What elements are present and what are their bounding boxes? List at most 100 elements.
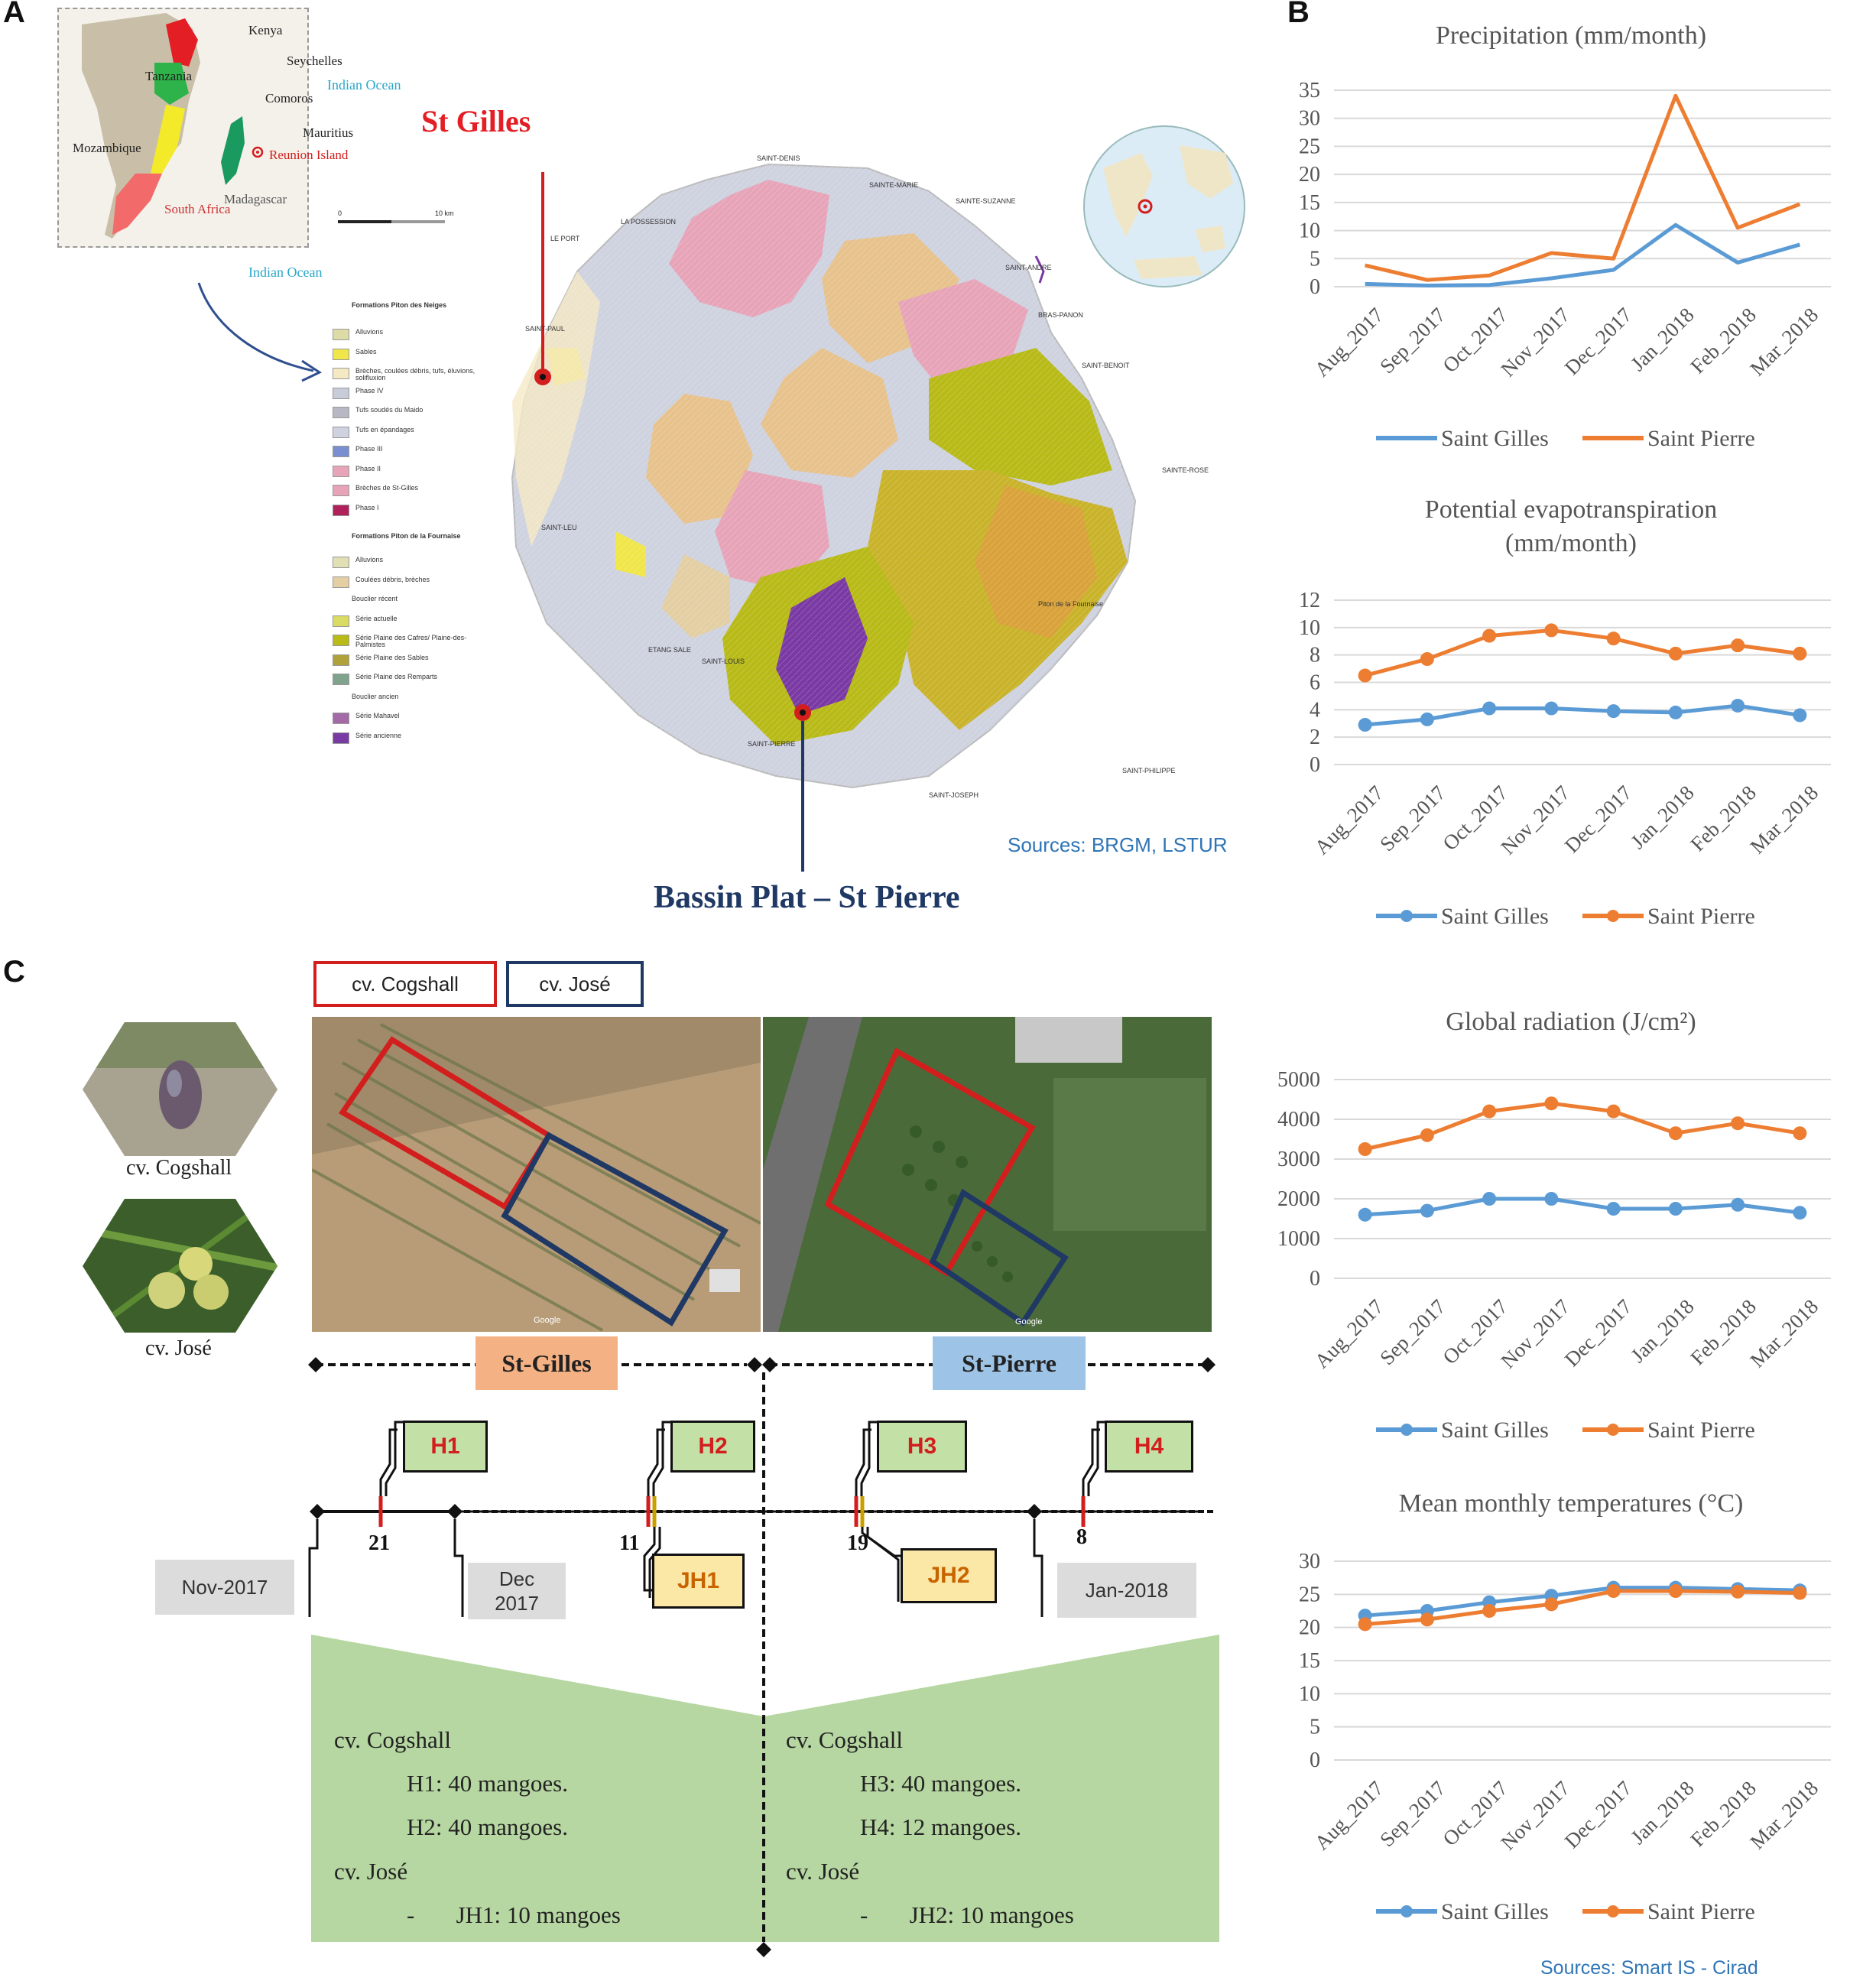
- legend-swatch: [333, 368, 349, 379]
- y-tick-label: 0: [1310, 1749, 1320, 1772]
- data-point: [1358, 668, 1372, 683]
- town-label-piton-fournaise: Piton de la Fournaise: [1038, 600, 1104, 608]
- x-tick-label: Sep_2017: [1375, 781, 1450, 856]
- x-tick-label: Mar_2018: [1745, 781, 1822, 859]
- legend-item-label: Phase II: [355, 464, 381, 472]
- globe-inset: [1083, 125, 1245, 287]
- legend-item-label: Tufs en épandages: [355, 425, 414, 433]
- data-point: [1482, 1604, 1497, 1618]
- data-point: [1482, 1104, 1497, 1119]
- st-gilles-cogshall-plot: [338, 1036, 553, 1210]
- legend-label: Saint Gilles: [1441, 1899, 1549, 1924]
- kenya-label: Kenya: [248, 23, 283, 37]
- x-tick-label: Jan_2018: [1626, 781, 1698, 853]
- day-11: 11: [619, 1531, 640, 1555]
- harvest-h3: H3: [877, 1421, 967, 1473]
- town-label-saint-andre: SAINT-ANDRE: [1005, 264, 1052, 271]
- legend-item-label: Série ancienne: [355, 731, 402, 739]
- google-watermark-1: Google: [534, 1316, 560, 1325]
- legend-item-label: Bouclier récent: [352, 595, 398, 602]
- y-tick-label: 20: [1299, 163, 1320, 187]
- data-point: [1731, 638, 1745, 653]
- series-line-2: [1365, 1101, 1800, 1151]
- data-point: [1482, 701, 1497, 716]
- data-point: [1420, 1128, 1434, 1142]
- madagascar-label: Madagascar: [224, 192, 287, 206]
- data-point: [1668, 1584, 1683, 1598]
- series-line-1: [1365, 222, 1801, 288]
- town-label-etang-sale: ETANG SALE: [648, 646, 691, 654]
- data-point: [1420, 1612, 1434, 1627]
- series-line-1: [1365, 1586, 1800, 1618]
- x-tick-label: Aug_2017: [1310, 304, 1388, 382]
- right-h3-count: H3: 40 mangoes.: [860, 1770, 1021, 1797]
- x-tick-label: Aug_2017: [1310, 1777, 1388, 1855]
- data-point: [1793, 646, 1807, 661]
- data-point: [1544, 701, 1559, 716]
- legend-item-label: Coulées débris, brèches: [355, 575, 430, 583]
- right-cv-cogshall: cv. Cogshall: [786, 1726, 903, 1753]
- x-tick-label: Mar_2018: [1745, 1777, 1822, 1854]
- legend-swatch: [333, 348, 349, 360]
- y-tick-label: 15: [1299, 1649, 1320, 1673]
- legend-label: Saint Pierre: [1647, 904, 1755, 929]
- town-label-saint-philippe: SAINT-PHILIPPE: [1122, 767, 1176, 774]
- legend-marker: [1401, 910, 1413, 922]
- x-tick-label: Feb_2018: [1686, 1777, 1761, 1852]
- data-point: [1731, 1116, 1745, 1131]
- chart-title: Mean monthly temperatures (°C): [1398, 1489, 1744, 1518]
- legend-swatch: [333, 635, 349, 646]
- south-africa-region: [112, 174, 162, 235]
- cogshall-mango-photo: [83, 1022, 278, 1156]
- x-tick-label: Oct_2017: [1438, 781, 1512, 856]
- seychelles-label: Seychelles: [287, 54, 342, 68]
- legend-marker: [1401, 1905, 1413, 1917]
- y-tick-label: 30: [1299, 1550, 1320, 1573]
- legend-swatch: [333, 615, 349, 627]
- y-tick-label: 12: [1299, 589, 1320, 612]
- legend-swatch: [333, 713, 349, 724]
- data-point: [1731, 1197, 1745, 1212]
- month-dec-line1: Dec: [498, 1567, 535, 1590]
- harvest-h2: H2: [670, 1421, 755, 1473]
- right-cv-jose: cv. José: [786, 1858, 860, 1885]
- legend-swatch: [333, 426, 349, 438]
- data-point: [1668, 1126, 1683, 1141]
- town-label-saint-denis: SAINT-DENIS: [757, 154, 800, 162]
- legend-item-label: Série actuelle: [355, 614, 398, 622]
- month-dec-line2: 2017: [495, 1592, 539, 1615]
- y-tick-label: 4000: [1277, 1108, 1320, 1132]
- st-gilles-site-label: St-Gilles: [475, 1336, 618, 1390]
- series-line-2: [1365, 93, 1801, 282]
- data-point: [1420, 712, 1434, 726]
- legend-label: Saint Gilles: [1441, 1417, 1549, 1443]
- harvest-h1: H1: [403, 1421, 488, 1473]
- africa-inset-map: Kenya Seychelles Tanzania Comoros Mozamb…: [57, 8, 342, 248]
- kenya-region: [166, 18, 198, 67]
- geology-legend: Formations Piton des Neiges Alluvions Sab…: [333, 298, 508, 795]
- x-tick-label: Jan_2018: [1626, 1295, 1698, 1367]
- data-point: [1793, 1206, 1807, 1220]
- y-tick-label: 25: [1299, 1583, 1320, 1606]
- data-point: [1420, 1203, 1434, 1218]
- right-h4-count: H4: 12 mangoes.: [860, 1814, 1021, 1840]
- legend-item-label: Série Mahavel: [355, 712, 400, 719]
- left-cv-cogshall: cv. Cogshall: [334, 1726, 451, 1753]
- month-nov-2017: Nov-2017: [155, 1560, 294, 1615]
- y-tick-label: 6: [1310, 671, 1320, 695]
- legend-item-label: Brèches, coulées débris, tufs, éluvions,…: [355, 367, 475, 382]
- y-tick-label: 0: [1310, 753, 1320, 777]
- town-label-saint-pierre: SAINT-PIERRE: [748, 740, 796, 748]
- google-watermark-2: Google: [1015, 1317, 1042, 1326]
- y-tick-label: 4: [1310, 698, 1320, 722]
- legend-item-label: Série Plaine des Remparts: [355, 673, 438, 680]
- day-8: 8: [1076, 1525, 1087, 1549]
- x-tick-label: Nov_2017: [1496, 1777, 1574, 1855]
- cogshall-photo-caption: cv. Cogshall: [126, 1156, 232, 1180]
- x-tick-label: Feb_2018: [1686, 1295, 1761, 1370]
- x-tick-label: Oct_2017: [1438, 1295, 1512, 1369]
- tanzania-label: Tanzania: [145, 69, 193, 83]
- data-point: [1668, 1202, 1683, 1216]
- y-tick-label: 2: [1310, 726, 1320, 749]
- globe-reunion-marker: [1138, 199, 1153, 214]
